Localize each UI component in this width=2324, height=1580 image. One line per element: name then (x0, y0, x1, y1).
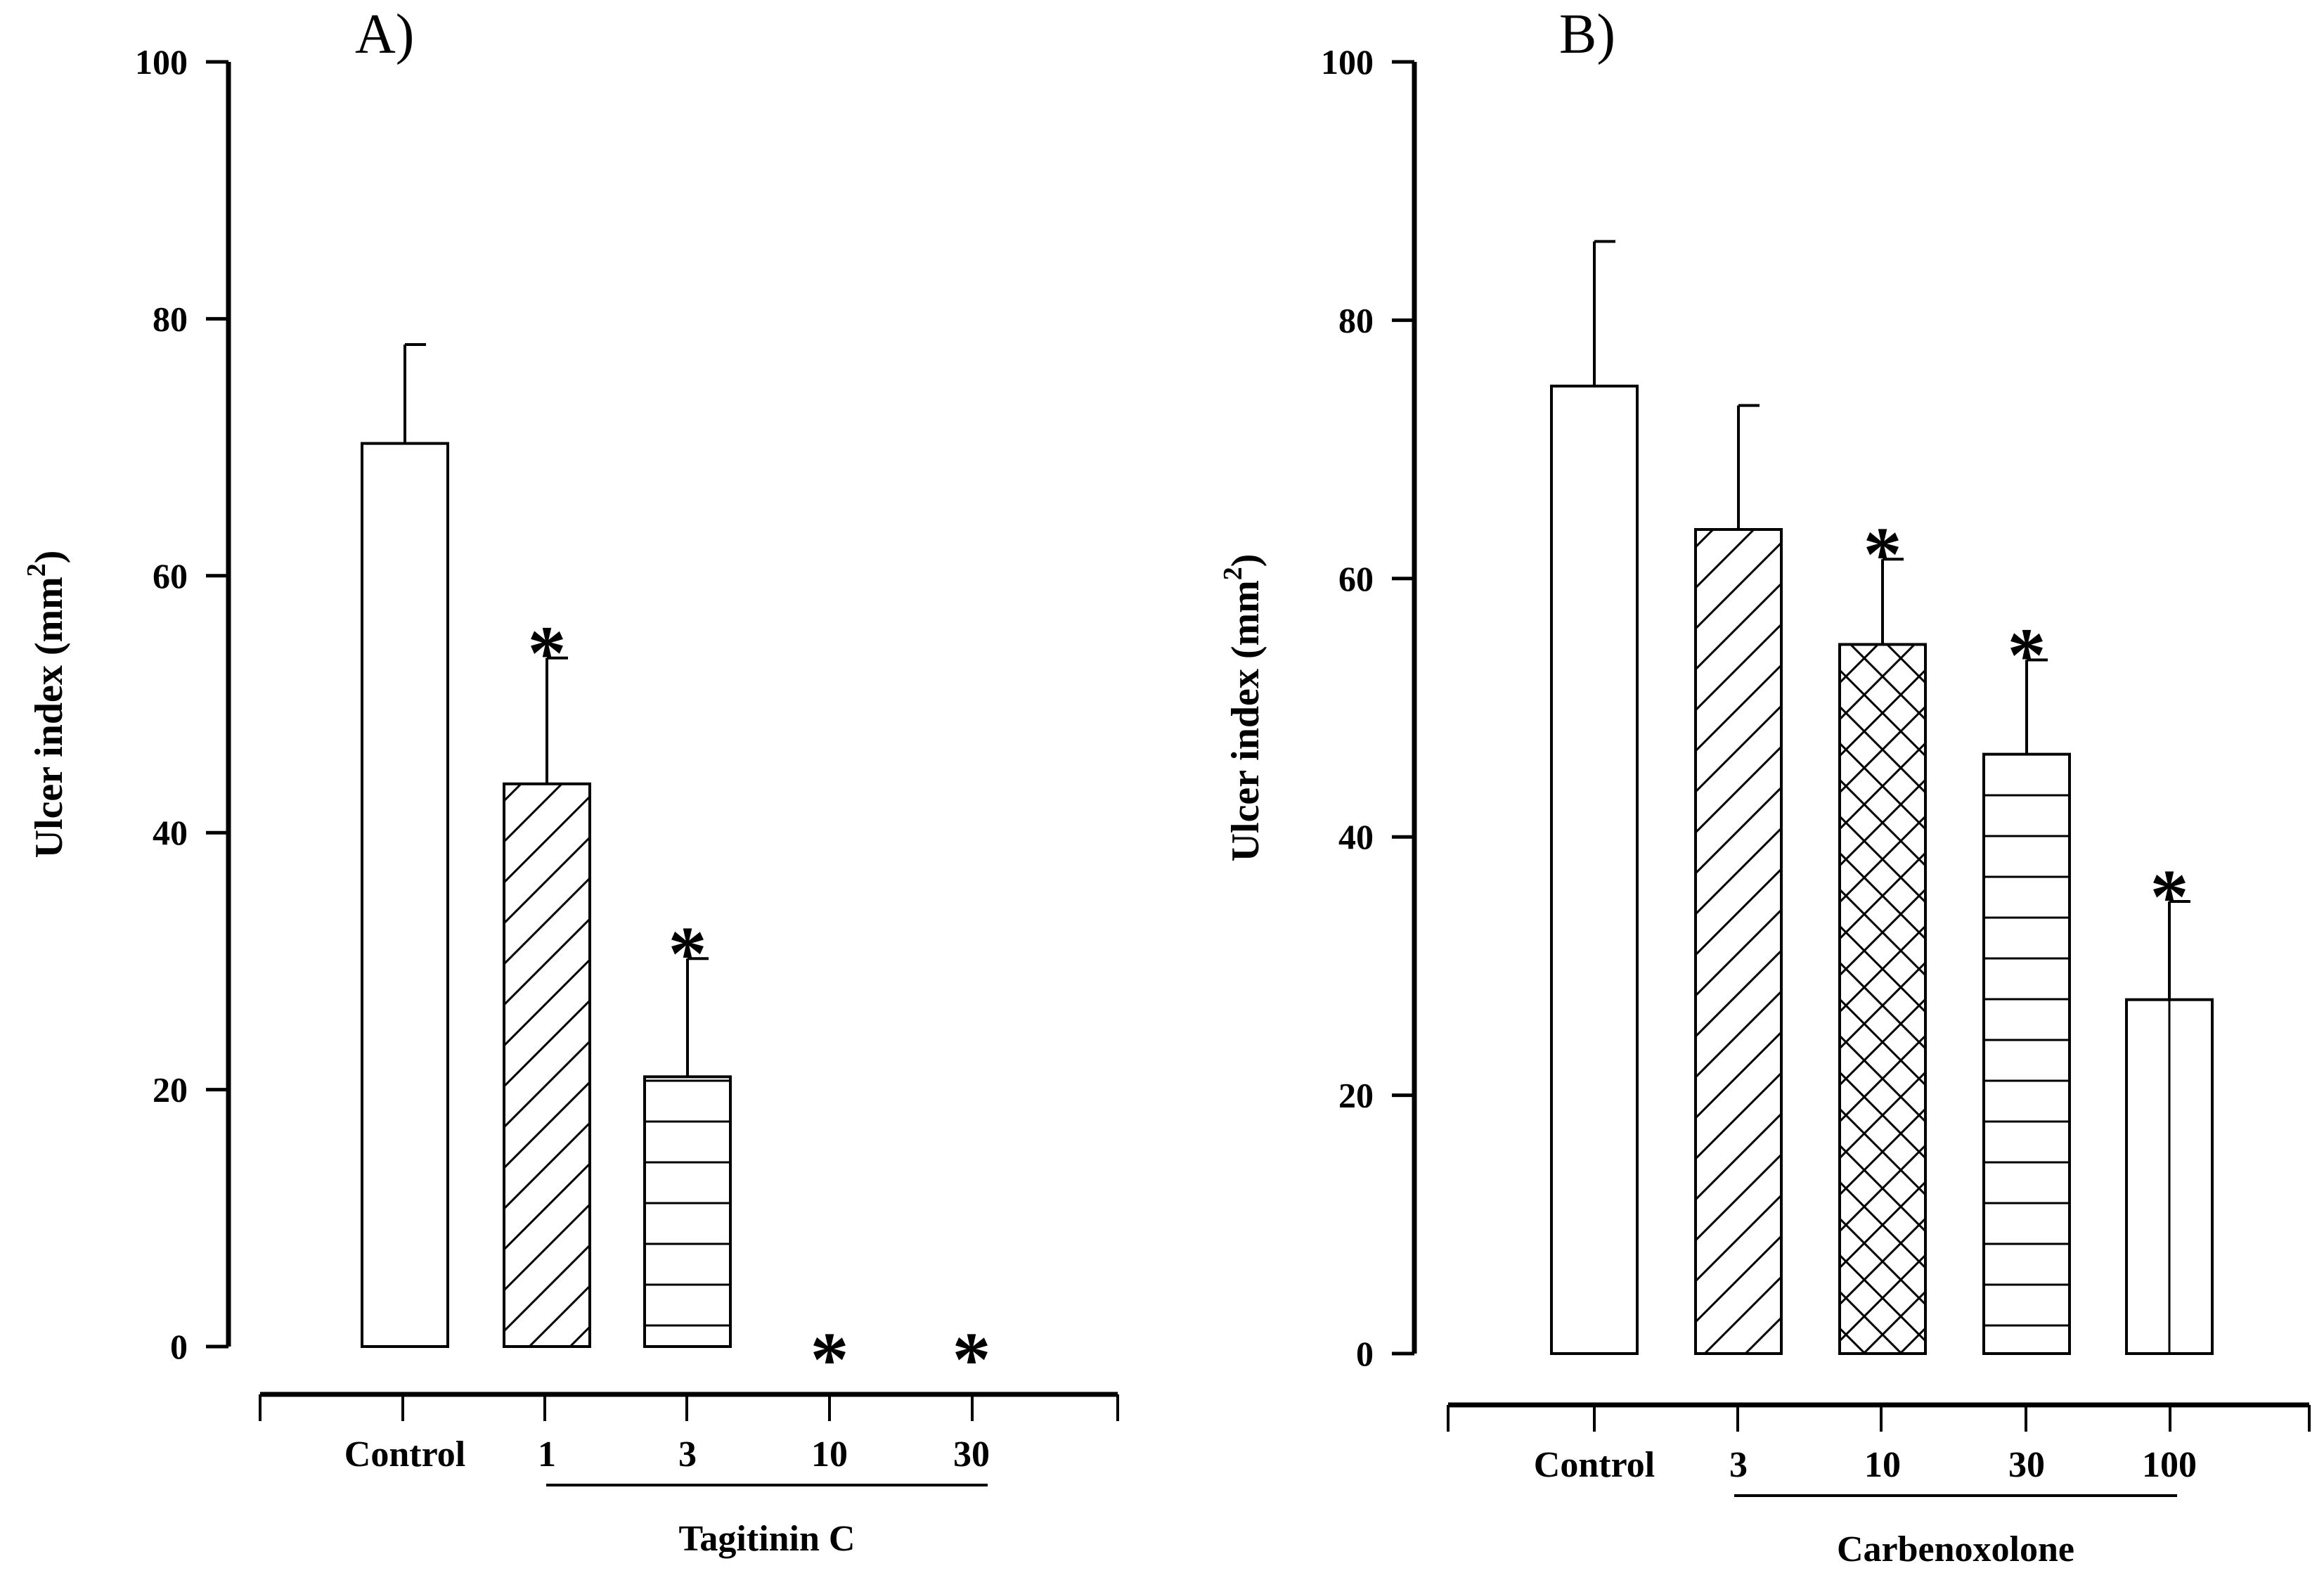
y-axis-title-superscript: 2 (22, 563, 51, 577)
y-tick-label: 20 (1338, 1076, 1374, 1115)
y-tick-label: 0 (170, 1327, 188, 1366)
bar (1694, 527, 1783, 1355)
panel-b: 0 20 40 60 80 100 Ulcer index (mm2) B) Control 3 *… (1218, 4, 2311, 1569)
x-category-label: 30 (2008, 1445, 2045, 1485)
y-tick-label: 100 (135, 42, 188, 82)
x-category-label: 3 (678, 1434, 697, 1475)
x-category-label: 30 (953, 1434, 990, 1475)
panel-a: 0 20 40 60 80 100 Ulcer index (mm2) A) Control * 1… (22, 4, 1119, 1559)
y-tick-label: 60 (1338, 559, 1374, 598)
x-category-label: Control (344, 1434, 465, 1475)
y-axis-title: Ulcer index (mm2) (22, 551, 71, 859)
x-category-label: 10 (1864, 1445, 1901, 1485)
bar (1550, 385, 1639, 1355)
y-tick-label: 40 (153, 813, 188, 852)
significance-star: * (2008, 612, 2046, 698)
y-tick-label: 80 (1338, 300, 1374, 340)
y-axis-title-main: Ulcer index (mm (27, 577, 71, 858)
x-category-label: 1 (538, 1434, 556, 1475)
y-axis-title-end: ) (1224, 554, 1267, 567)
bar (361, 442, 449, 1348)
y-axis-title-main: Ulcer index (mm (1224, 580, 1267, 861)
y-axis-title-end: ) (27, 551, 71, 564)
significance-star: * (1864, 511, 1902, 597)
y-axis-title: Ulcer index (mm2) (1218, 554, 1267, 862)
bar (1838, 643, 1927, 1355)
group-label: Carbenoxolone (1837, 1529, 2074, 1569)
y-tick-label: 80 (153, 299, 188, 338)
significance-star: * (669, 911, 707, 996)
y-tick-label: 100 (1321, 42, 1374, 82)
y-tick-label: 40 (1338, 817, 1374, 856)
x-category-label: 3 (1729, 1445, 1748, 1485)
group-label: Tagitinin C (679, 1519, 856, 1559)
bar (503, 782, 591, 1349)
panel-title: B) (1559, 4, 1615, 65)
y-tick-label: 0 (1356, 1334, 1374, 1373)
bar (643, 1075, 732, 1348)
y-tick-label: 20 (153, 1070, 188, 1110)
y-axis-title-superscript: 2 (1218, 567, 1248, 580)
x-category-label: 100 (2142, 1445, 2197, 1485)
significance-star: * (811, 1316, 849, 1402)
panel-title: A) (355, 4, 414, 65)
x-category-label: 10 (811, 1434, 848, 1475)
significance-star: * (2150, 854, 2189, 939)
significance-star: * (528, 610, 567, 696)
y-tick-label: 60 (153, 556, 188, 596)
bar (1982, 752, 2071, 1355)
significance-star: * (953, 1316, 991, 1402)
x-category-label: Control (1534, 1445, 1655, 1485)
